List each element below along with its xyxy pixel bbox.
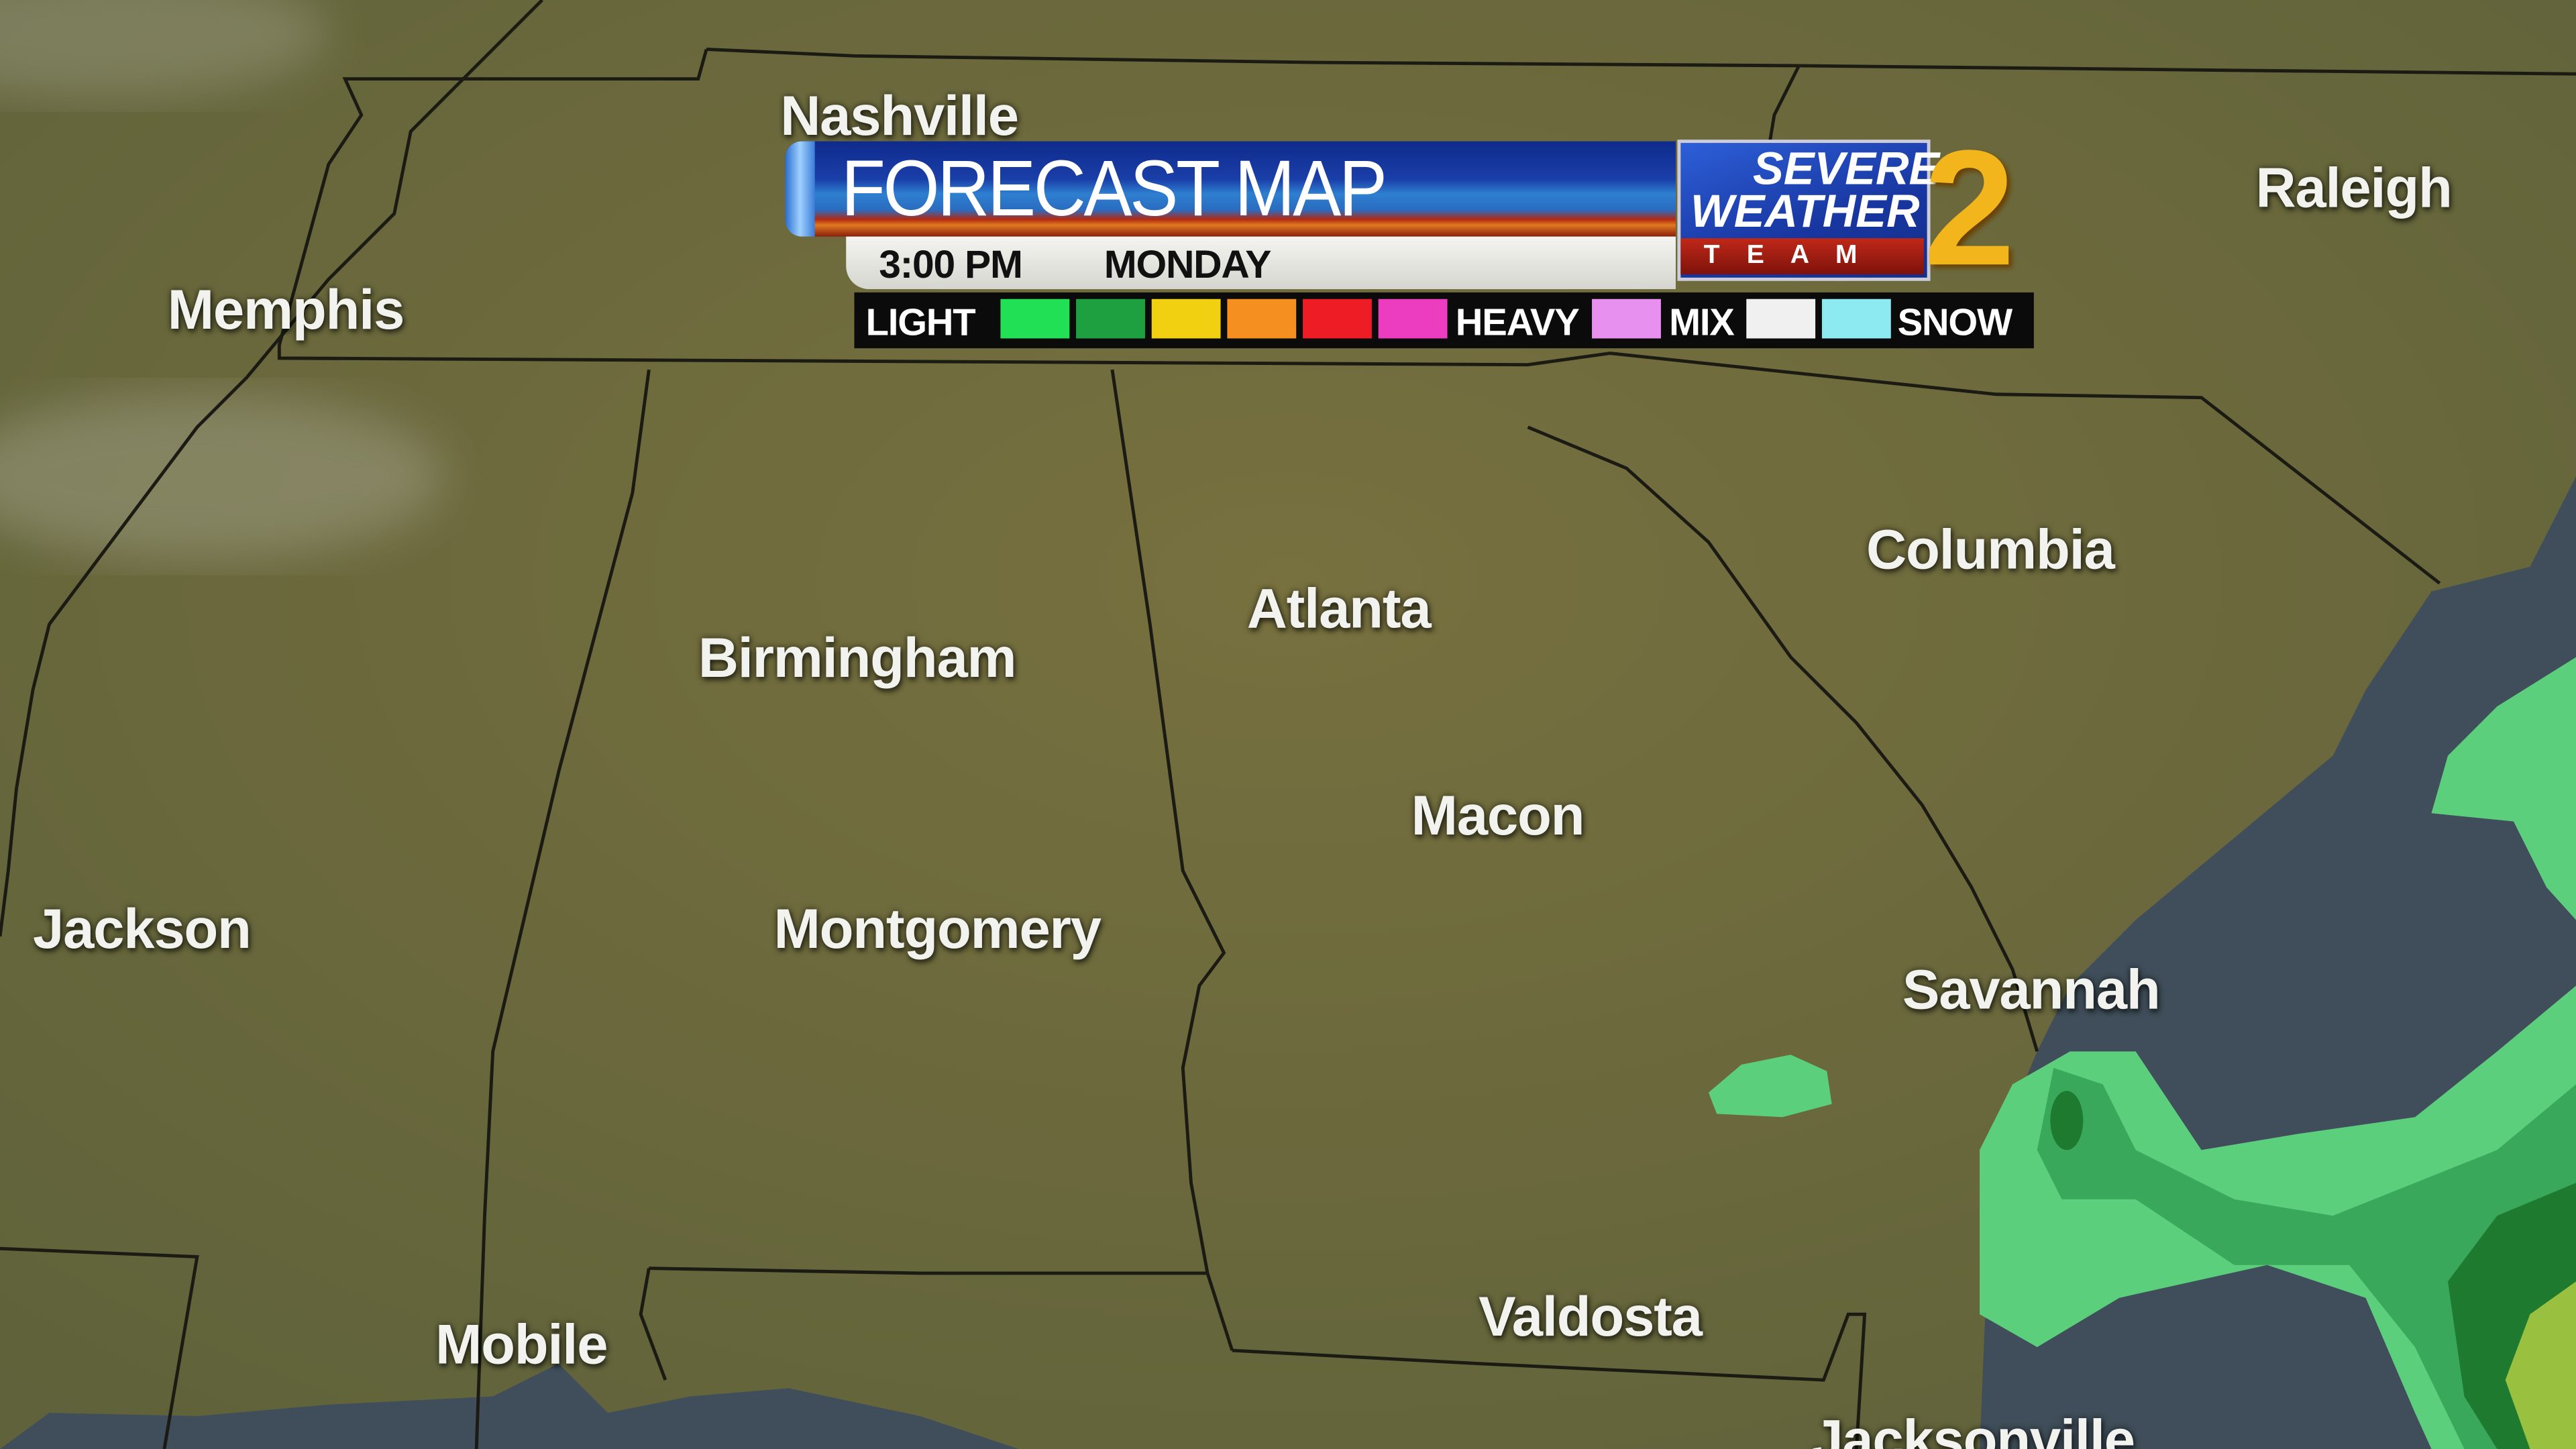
- legend-snow-label: SNOW: [1897, 301, 2013, 343]
- city-label-savannah: Savannah: [1902, 959, 2161, 1022]
- city-label-macon: Macon: [1411, 785, 1585, 848]
- time-bar: 3:00 PM MONDAY: [846, 236, 1676, 290]
- logo-team-band: T E A M: [1680, 238, 1924, 274]
- legend-swatch: [1076, 299, 1145, 339]
- city-label-montgomery: Montgomery: [773, 898, 1102, 961]
- city-label-jackson: Jackson: [32, 898, 252, 961]
- forecast-day: MONDAY: [1104, 243, 1272, 288]
- legend-swatch-mix: [1592, 299, 1661, 339]
- legend-swatch-snow: [1821, 299, 1891, 339]
- page-title: FORECAST MAP: [841, 146, 1387, 233]
- legend-swatch: [1378, 299, 1448, 339]
- gulf-of-mexico: [0, 1363, 1019, 1449]
- severe-weather-team-2-logo: SEVERE WEATHER T E A M 2: [1677, 127, 2068, 290]
- legend-swatch: [1151, 299, 1221, 339]
- legend-swatch: [1303, 299, 1372, 339]
- legend-swatch-snow: [1746, 299, 1816, 339]
- cloud: [0, 0, 329, 99]
- legend-mix-label: MIX: [1669, 301, 1735, 343]
- logo-number: 2: [1923, 116, 2015, 301]
- city-label-birmingham: Birmingham: [698, 627, 1017, 690]
- title-banner: FORECAST MAP: [785, 141, 1676, 237]
- cloud: [0, 394, 444, 559]
- logo-weather: WEATHER: [1690, 185, 1920, 237]
- city-label-jacksonville: Jacksonville: [1812, 1409, 2135, 1449]
- radar-echoes: [1708, 657, 2576, 1449]
- forecast-time: 3:00 PM: [879, 243, 1023, 288]
- city-label-nashville: Nashville: [780, 85, 1019, 148]
- city-label-columbia: Columbia: [1866, 519, 2115, 582]
- legend-heavy-label: HEAVY: [1455, 301, 1580, 343]
- legend-swatch: [1000, 299, 1070, 339]
- legend-light-label: LIGHT: [865, 301, 976, 343]
- precipitation-legend: LIGHT HEAVY MIX SNOW: [854, 292, 2034, 349]
- city-label-atlanta: Atlanta: [1246, 578, 1432, 641]
- banner-cap: [785, 141, 815, 237]
- city-label-mobile: Mobile: [435, 1314, 608, 1377]
- city-label-memphis: Memphis: [167, 279, 405, 342]
- logo-team: T E A M: [1703, 241, 1868, 270]
- city-label-raleigh: Raleigh: [2255, 158, 2452, 221]
- logo-severe: SEVERE: [1753, 143, 1940, 194]
- legend-swatch: [1227, 299, 1297, 339]
- city-label-valdosta: Valdosta: [1479, 1286, 1703, 1349]
